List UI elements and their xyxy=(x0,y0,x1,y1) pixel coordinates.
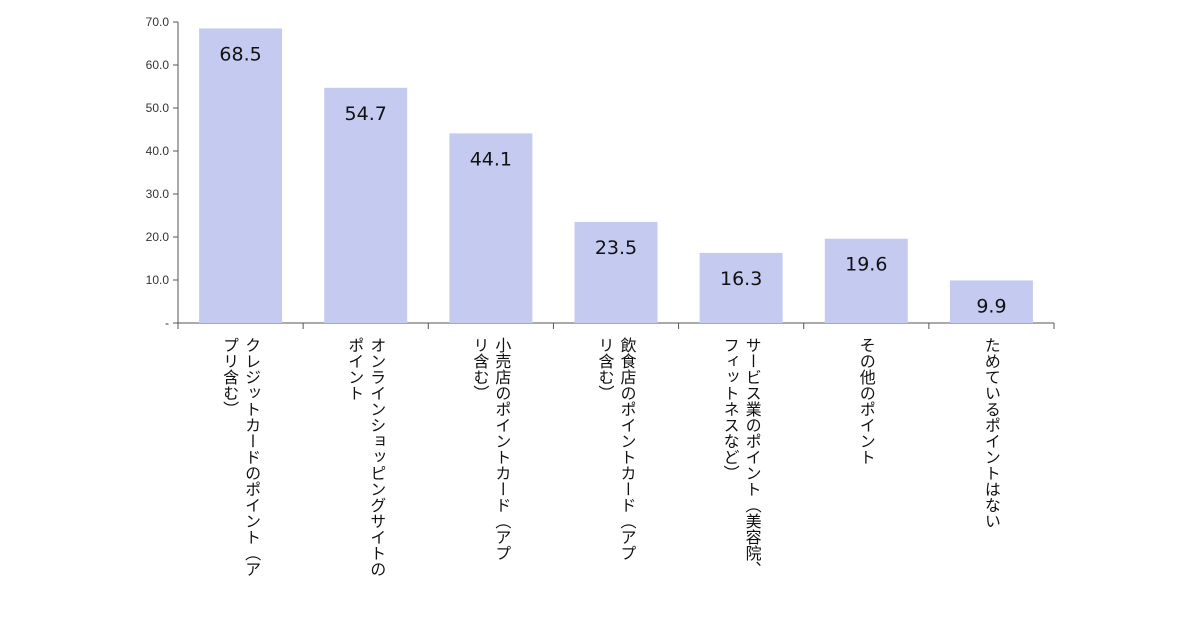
data-label: 68.5 xyxy=(219,43,261,65)
bar xyxy=(949,280,1033,323)
category-label: リ含む） xyxy=(470,337,489,401)
data-labels: 68.5 54.7 44.1 23.5 16.3 19.6 9.9 xyxy=(219,43,1006,317)
category-label: リ含む） xyxy=(596,337,615,401)
category-label: ポイント xyxy=(345,337,364,401)
data-label: 9.9 xyxy=(976,295,1006,317)
category-label: 小売店のポイントカード（アプ xyxy=(492,337,511,561)
bar xyxy=(449,133,533,323)
category-label: クレジットカードのポイント（ア xyxy=(242,337,261,577)
category-label: 飲食店のポイントカード（アプ xyxy=(618,337,637,561)
bar xyxy=(199,28,283,323)
bar xyxy=(324,87,408,323)
y-tick-label: - xyxy=(165,316,169,330)
y-tick-label: 20.0 xyxy=(146,230,170,244)
y-tick-label: 30.0 xyxy=(146,187,170,201)
bar xyxy=(699,252,783,323)
y-axis: - 10.0 20.0 30.0 40.0 50.0 60.0 70.0 xyxy=(146,15,179,330)
y-tick-label: 40.0 xyxy=(146,144,170,158)
category-label: ためているポイントはない xyxy=(982,337,1001,529)
y-tick-label: 50.0 xyxy=(146,101,170,115)
bar xyxy=(824,238,908,323)
category-label: フィットネスなど） xyxy=(721,337,740,481)
data-label: 23.5 xyxy=(595,237,637,259)
y-tick-label: 10.0 xyxy=(146,273,170,287)
category-label: プリ含む） xyxy=(220,337,239,417)
y-tick-label: 60.0 xyxy=(146,58,170,72)
bar xyxy=(574,221,658,323)
bars xyxy=(199,28,1033,323)
data-label: 19.6 xyxy=(845,254,887,276)
data-label: 54.7 xyxy=(345,103,387,125)
category-label: サービス業のポイント（美容院、 xyxy=(743,337,762,577)
category-label: その他のポイント xyxy=(857,337,876,465)
x-axis xyxy=(177,322,1055,329)
data-label: 16.3 xyxy=(720,268,762,290)
category-label: オンラインショッピングサイトの xyxy=(367,337,386,577)
data-label: 44.1 xyxy=(470,148,512,170)
y-tick-label: 70.0 xyxy=(146,15,170,29)
